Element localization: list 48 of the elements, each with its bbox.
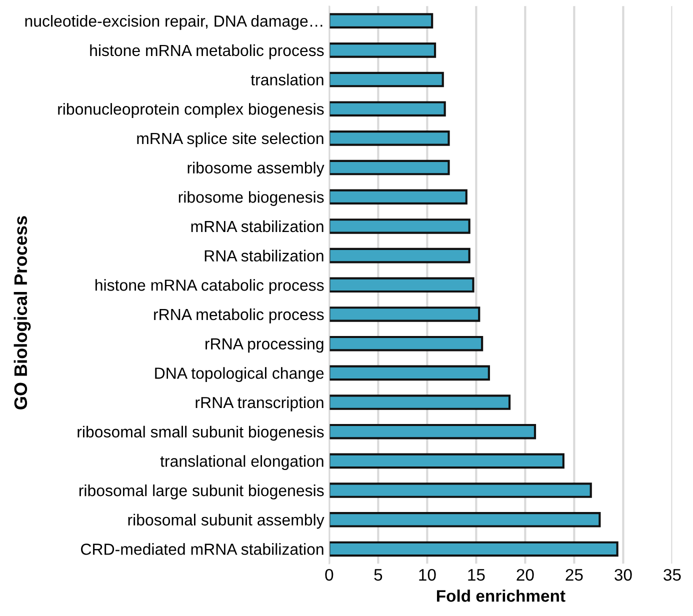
y-tick-label: mRNA stabilization — [191, 220, 324, 232]
y-tick-label: ribosome assembly — [188, 162, 324, 177]
x-tick-label: 30 — [614, 568, 632, 581]
bar — [329, 218, 470, 234]
y-tick-label: ribonucleoprotein complex biogenesis — [58, 103, 324, 118]
y-tick-label: translation — [250, 74, 324, 86]
bar — [329, 42, 436, 58]
x-axis-title: Fold enrichment — [436, 590, 566, 602]
bar — [329, 336, 484, 352]
y-tick-label: DNA topological change — [155, 367, 324, 382]
y-tick-label: ribosomal subunit assembly — [128, 514, 324, 529]
y-tick-label: ribosome biogenesis — [178, 191, 324, 206]
bar — [329, 512, 601, 528]
y-tick-label: histone mRNA catabolic process — [96, 279, 324, 294]
y-tick-label: RNA stabilization — [204, 250, 324, 262]
y-tick-label: rRNA metabolic process — [154, 308, 324, 324]
y-tick-label: ribosomal small subunit biogenesis — [78, 426, 324, 441]
y-axis-title: GO Biological Process — [14, 216, 31, 410]
y-tick-label: histone mRNA metabolic process — [90, 44, 324, 60]
bar — [329, 248, 470, 264]
bar — [329, 482, 592, 498]
x-tick-label: 5 — [374, 569, 382, 581]
x-tick-label: 0 — [325, 568, 334, 581]
x-tick-label: 10 — [419, 568, 436, 581]
bar — [329, 101, 446, 116]
y-tick-label: rRNA processing — [206, 338, 324, 353]
bar — [329, 72, 444, 88]
y-tick-label: nucleotide-excision repair, DNA damage… — [25, 15, 322, 30]
y-tick-label: rRNA transcription — [196, 396, 324, 412]
bar — [329, 189, 468, 205]
y-tick-label: mRNA splice site selection — [137, 132, 324, 148]
bar — [329, 365, 490, 381]
x-tick-label: 35 — [664, 568, 681, 581]
bar — [329, 394, 511, 410]
y-tick-label: translational elongation — [160, 455, 324, 470]
y-tick-label: CRD-mediated mRNA stabilization — [81, 543, 324, 555]
bar — [329, 453, 564, 469]
bar — [329, 277, 474, 293]
y-tick-label: ribosomal large subunit biogenesis — [79, 484, 324, 500]
bar — [329, 306, 480, 322]
bar — [329, 130, 450, 146]
x-tick-label: 15 — [468, 569, 485, 581]
x-tick-label: 25 — [566, 568, 583, 581]
bar — [329, 160, 450, 176]
x-tick-label: 20 — [516, 568, 534, 581]
bar — [329, 541, 618, 557]
bar — [329, 13, 434, 28]
bar — [329, 424, 536, 440]
